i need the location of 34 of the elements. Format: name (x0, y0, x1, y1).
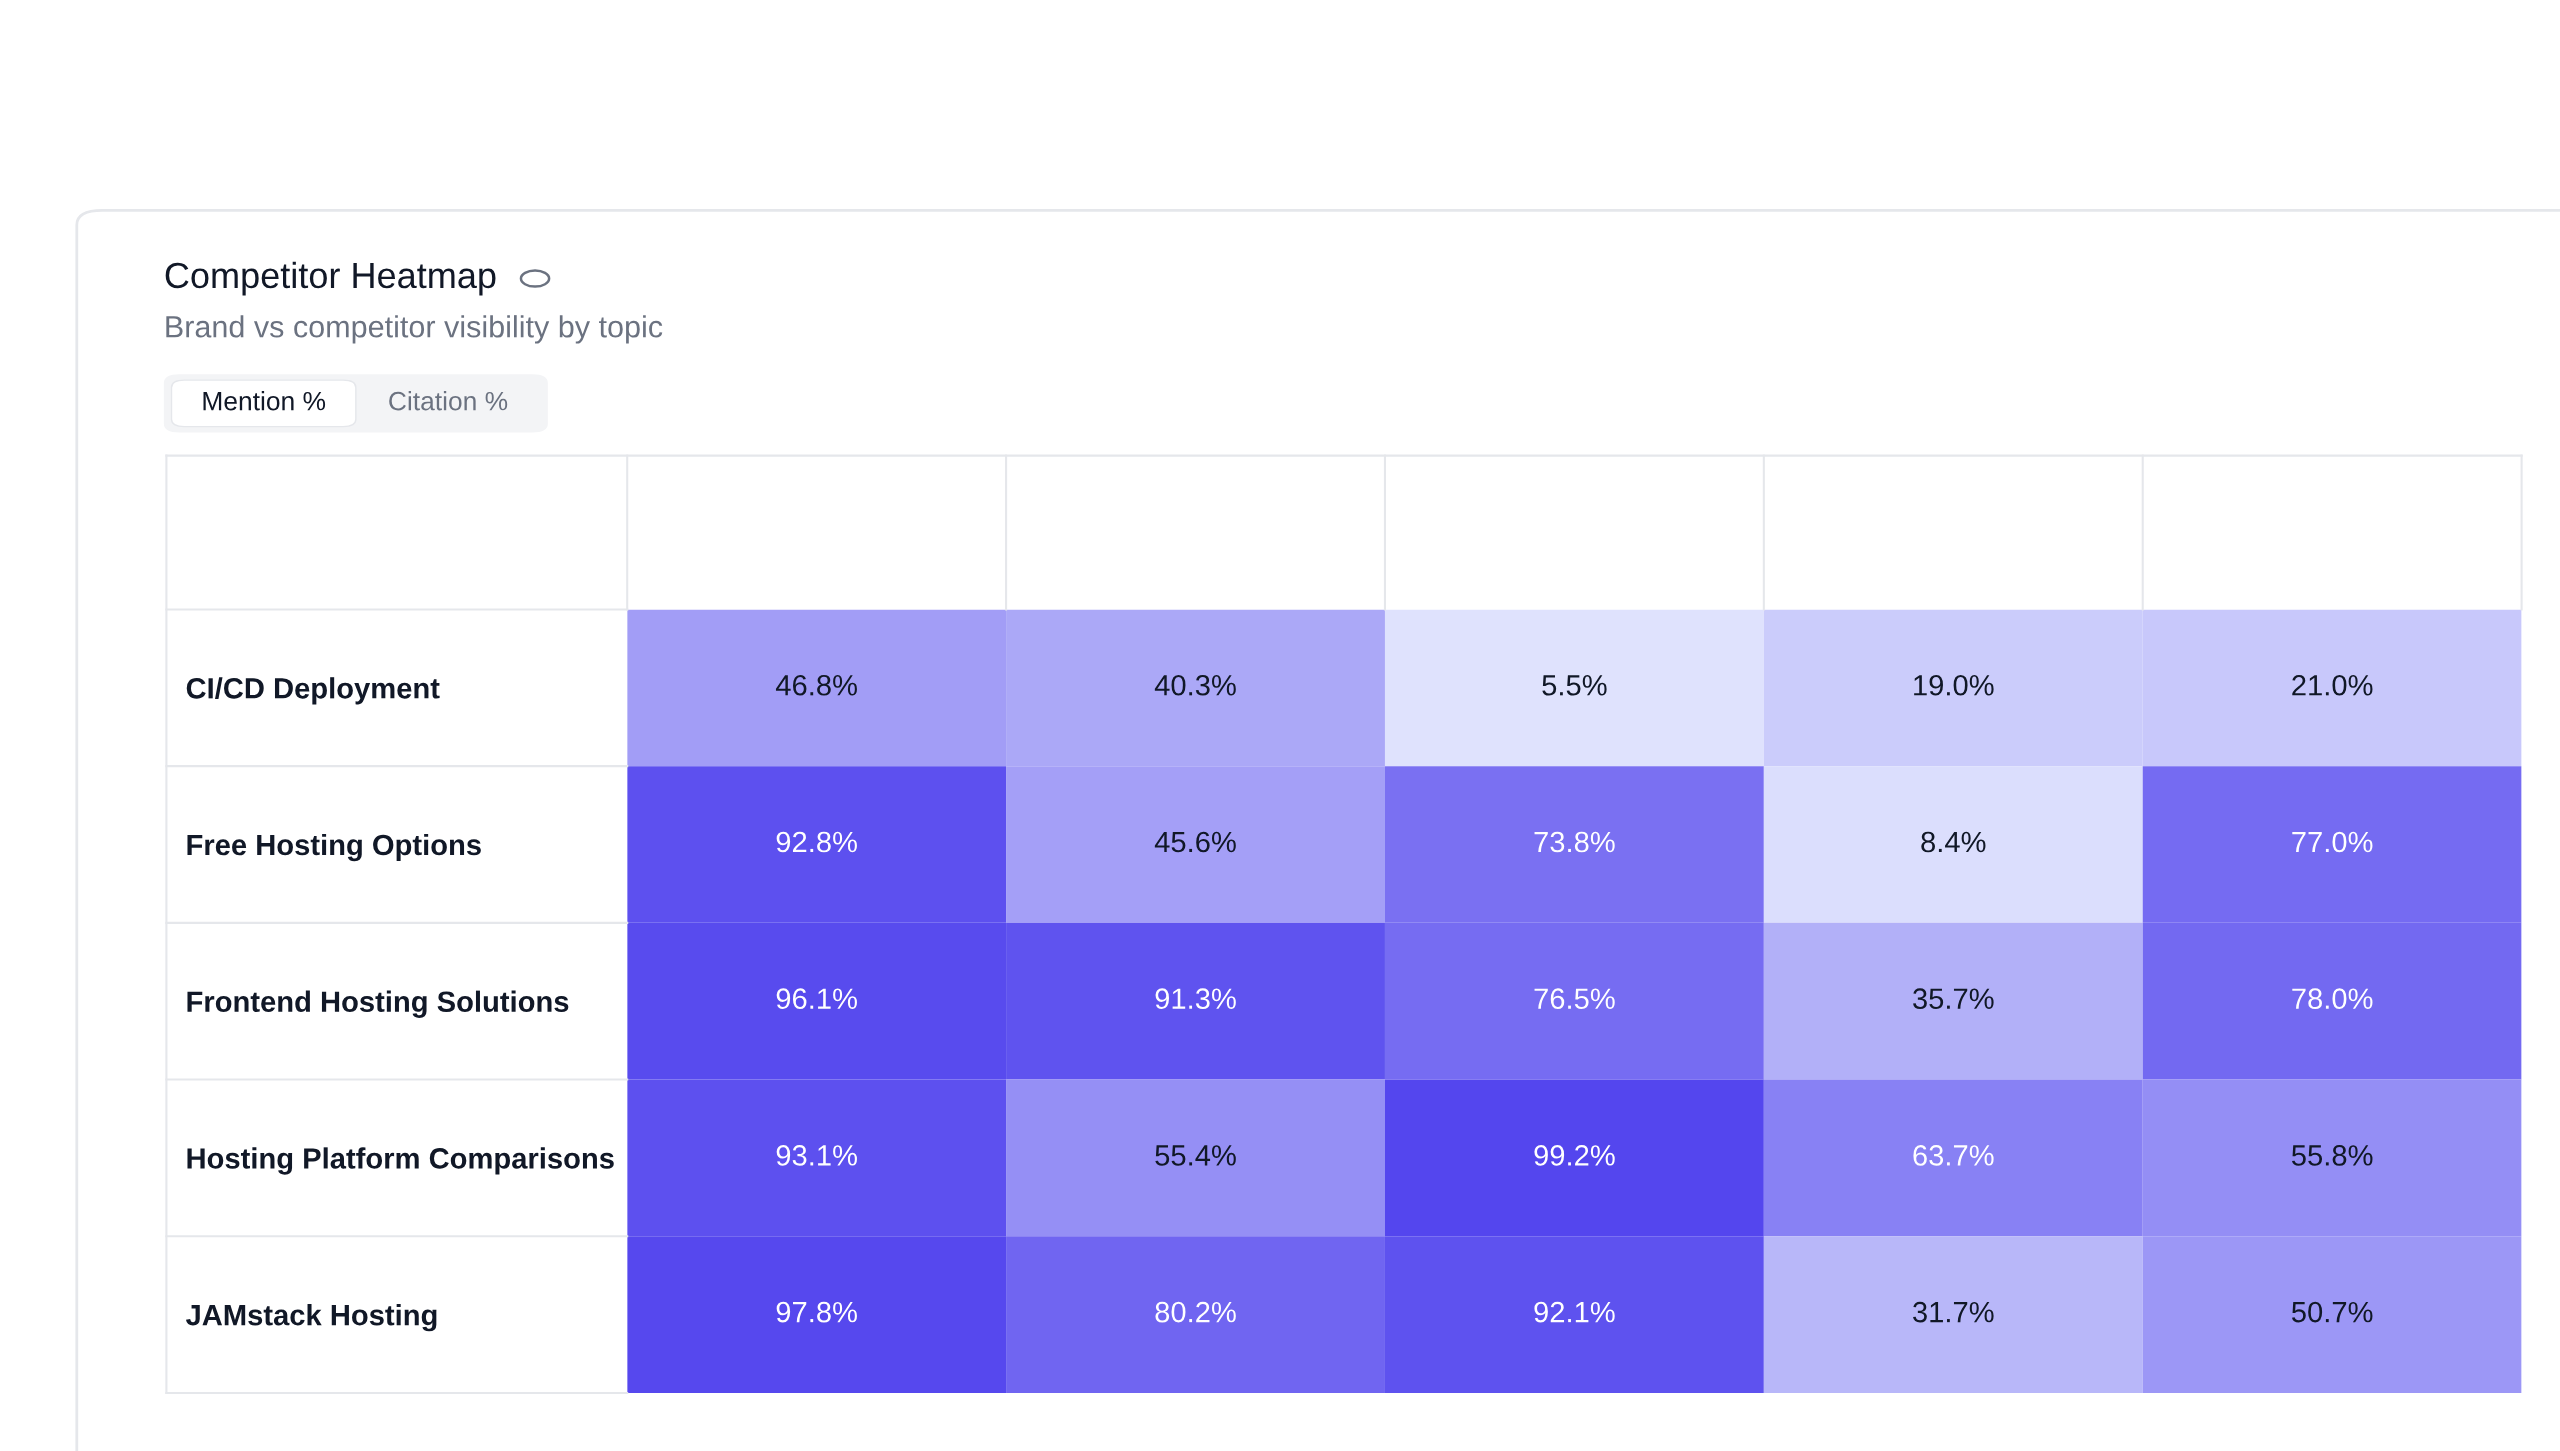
data-label: 45.6% (1154, 831, 1236, 853)
data-label: 31.7% (1913, 1301, 1994, 1323)
data-label: 92.8% (776, 831, 857, 853)
data-label: 96.1% (776, 988, 857, 1010)
y-tick-label: Hosting Platform Comparisons (187, 1147, 614, 1175)
data-label: 77.0% (2292, 831, 2373, 853)
data-label: 91.3% (1155, 988, 1236, 1010)
data-label: 5.5% (1542, 675, 1607, 696)
data-label: 55.4% (1155, 1145, 1236, 1166)
data-label: 73.8% (1534, 831, 1615, 853)
data-label: 21.0% (2292, 674, 2373, 696)
y-tick-label: CI/CD Deployment (186, 677, 440, 705)
text: Citation % (389, 391, 508, 411)
data-label: 46.8% (775, 674, 857, 696)
data-label: 99.2% (1534, 1145, 1615, 1166)
data-label: 92.1% (1534, 1301, 1615, 1323)
data-label: 40.3% (1154, 674, 1236, 696)
data-label: 55.8% (2291, 1145, 2373, 1166)
data-label: 35.7% (1913, 988, 1994, 1010)
data-label: 80.2% (1155, 1301, 1236, 1323)
data-label: 97.8% (776, 1301, 857, 1323)
data-label: 63.7% (1913, 1145, 1994, 1166)
data-label: 8.4% (1921, 831, 1986, 853)
data-label: 50.7% (2291, 1301, 2373, 1323)
data-label: 76.5% (1534, 988, 1615, 1010)
y-tick-label: Frontend Hosting Solutions (187, 990, 569, 1018)
text: Mention % (203, 391, 326, 411)
data-label: 19.0% (1914, 674, 1994, 696)
data-label: 78.0% (2292, 988, 2373, 1010)
data-label: 93.1% (776, 1145, 857, 1166)
y-tick-label: JAMstack Hosting (185, 1304, 437, 1332)
y-tick-label: Free Hosting Options (187, 833, 481, 862)
text: Competitor Heatmap (165, 261, 496, 296)
chart-subtitle: Brand vs competitor visibility by topic (166, 315, 663, 344)
